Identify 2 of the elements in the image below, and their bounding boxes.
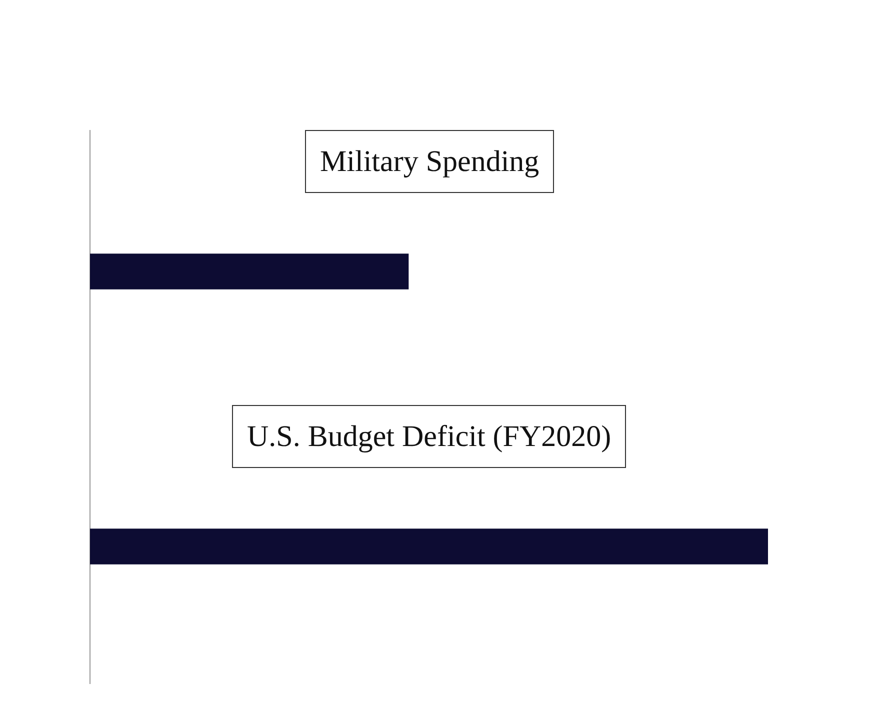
- y-tick-label: U.S. Budget Deficit (FY2020): [247, 420, 612, 453]
- y-tick-label: Military Spending: [320, 145, 540, 178]
